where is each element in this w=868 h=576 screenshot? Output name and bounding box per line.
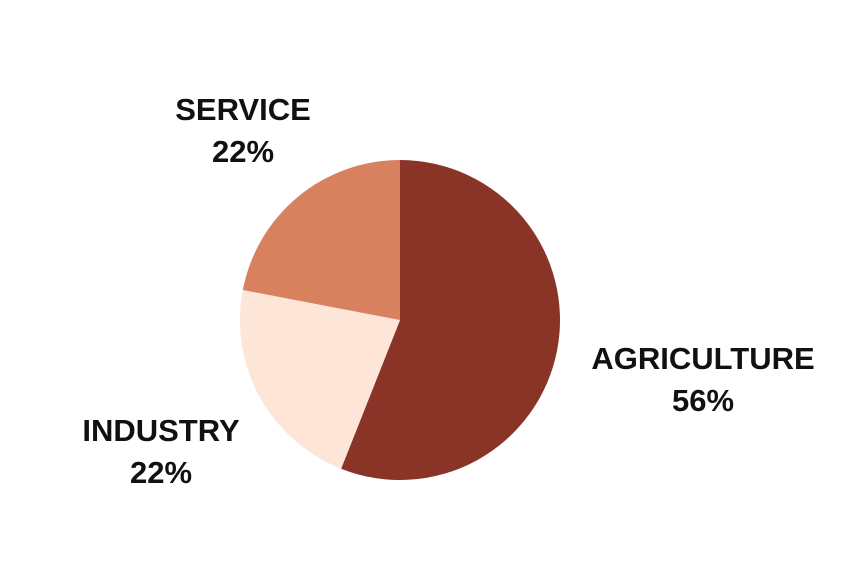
slice-label-agriculture-value: 56% [672,383,734,418]
slice-label-agriculture-name: AGRICULTURE [591,341,814,376]
pie-labels: AGRICULTURE 56% INDUSTRY 22% SERVICE 22% [82,92,814,490]
pie-slice-agriculture [341,160,561,480]
pie-slice-service [242,159,400,320]
slice-label-industry-name: INDUSTRY [82,413,240,448]
slice-label-industry-value: 22% [130,455,192,490]
pie-slices [239,159,561,480]
slice-label-service-name: SERVICE [175,92,311,127]
pie-slice-industry [239,290,400,469]
slice-label-service-value: 22% [212,134,274,169]
